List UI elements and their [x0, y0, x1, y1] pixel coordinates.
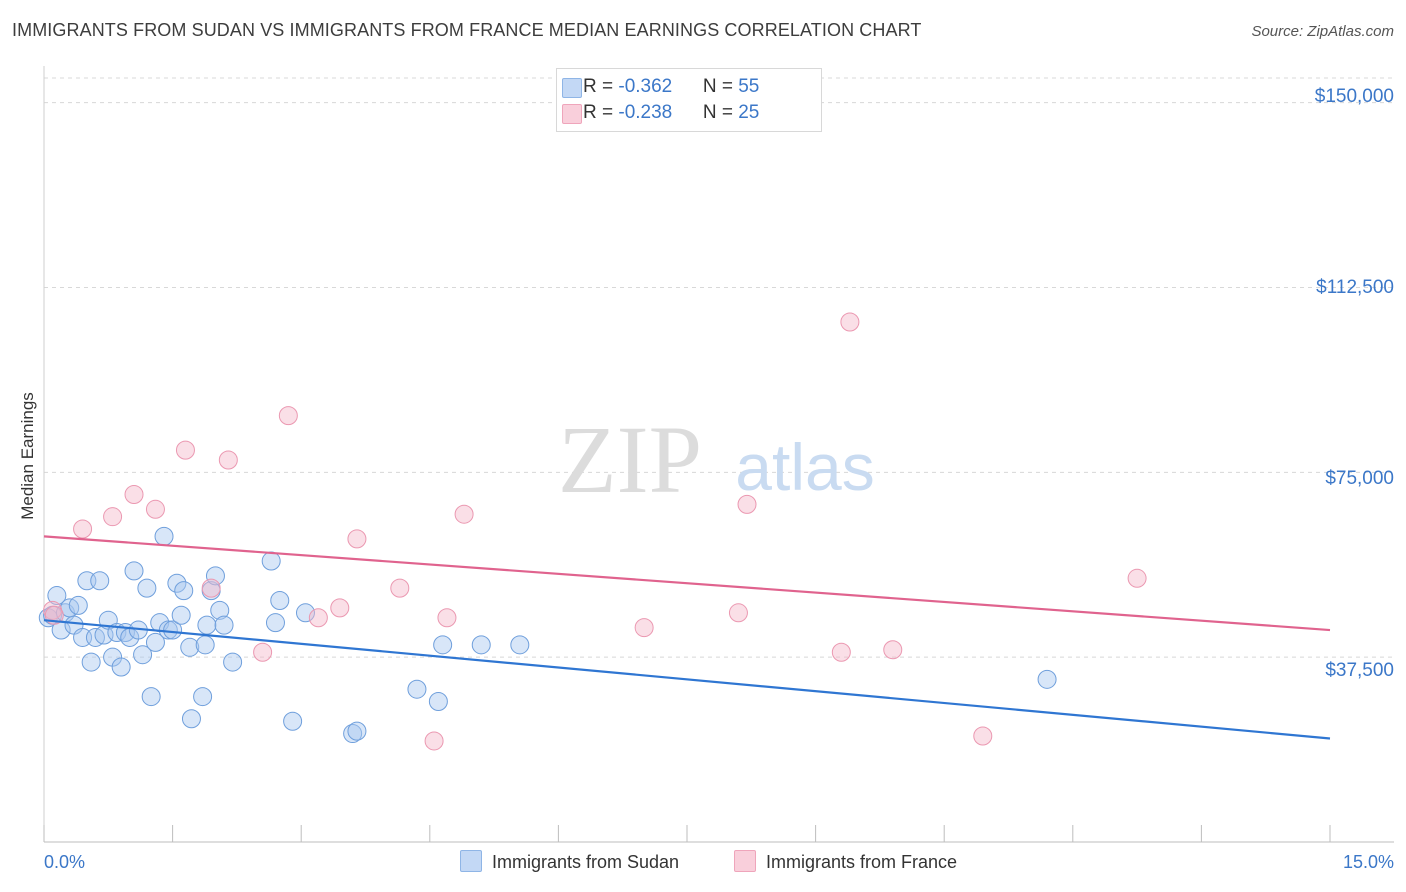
data-point	[195, 635, 215, 655]
data-point	[265, 613, 285, 633]
sudan-legend-swatch	[460, 850, 482, 872]
stats-legend-row-france: R = -0.238 N = 25	[562, 101, 760, 125]
data-point	[145, 632, 165, 652]
legend-label: Immigrants from France	[766, 852, 958, 872]
data-point	[180, 637, 200, 657]
trend-line-france	[43, 535, 1331, 632]
data-point	[261, 551, 281, 571]
data-point	[973, 726, 993, 746]
chart-title: IMMIGRANTS FROM SUDAN VS IMMIGRANTS FROM…	[12, 20, 922, 40]
data-point	[171, 605, 191, 625]
legend-item-sudan[interactable]: Immigrants from Sudan	[460, 850, 679, 873]
data-point	[471, 635, 491, 655]
data-point	[167, 573, 187, 593]
data-point	[111, 657, 131, 677]
data-point	[201, 578, 221, 598]
trend-lines	[43, 535, 1331, 740]
r-value: -0.238	[618, 102, 673, 123]
data-point	[737, 494, 757, 514]
data-point	[124, 485, 144, 505]
x-tick-label-min: 0.0%	[44, 852, 86, 872]
data-point	[181, 709, 201, 729]
data-point	[454, 504, 474, 524]
data-point	[133, 645, 153, 665]
data-point	[68, 595, 88, 615]
data-point	[831, 642, 851, 662]
data-point	[433, 635, 453, 655]
n-label: N =	[702, 76, 739, 97]
data-point	[510, 635, 530, 655]
stats-legend: R = -0.362 N = 55 R = -0.238 N = 25	[556, 68, 822, 132]
data-point	[1037, 669, 1057, 689]
r-label: R =	[583, 76, 619, 97]
data-point	[141, 687, 161, 707]
data-point	[330, 598, 350, 618]
data-point	[634, 618, 654, 638]
data-point	[154, 526, 174, 546]
data-point	[103, 507, 123, 527]
data-point	[47, 586, 67, 606]
legend-label: Immigrants from Sudan	[492, 852, 680, 872]
data-point	[137, 578, 157, 598]
data-point	[193, 687, 213, 707]
x-axis	[43, 825, 1394, 843]
data-point	[1127, 568, 1147, 588]
data-point	[124, 561, 144, 581]
data-point	[174, 581, 194, 601]
data-point	[90, 571, 110, 591]
data-point	[81, 652, 101, 672]
data-point	[218, 450, 238, 470]
data-points	[38, 312, 1147, 751]
data-point	[390, 578, 410, 598]
data-point	[145, 499, 165, 519]
n-label: N =	[702, 102, 739, 123]
legend-item-france[interactable]: Immigrants from France	[734, 850, 957, 873]
r-label: R =	[583, 102, 619, 123]
n-value: 25	[738, 102, 760, 123]
data-point	[283, 711, 303, 731]
data-point	[197, 615, 217, 635]
data-point	[278, 406, 298, 426]
data-point	[210, 600, 230, 620]
x-tick-label-max: 15.0%	[1342, 852, 1394, 872]
sudan-swatch	[562, 78, 582, 98]
y-tick-label: $112,500	[1316, 277, 1394, 298]
france-swatch	[562, 104, 582, 124]
data-point	[883, 640, 903, 660]
data-point	[223, 652, 243, 672]
stats-legend-row-sudan: R = -0.362 N = 55	[562, 75, 760, 99]
data-point	[428, 692, 448, 712]
y-tick-label: $37,500	[1325, 660, 1394, 681]
n-value: 55	[738, 76, 760, 97]
data-point	[728, 603, 748, 623]
y-tick-label: $75,000	[1325, 468, 1394, 489]
data-point	[295, 603, 315, 623]
data-point	[840, 312, 860, 332]
r-value: -0.362	[618, 76, 673, 97]
data-point	[437, 608, 457, 628]
data-point	[73, 519, 93, 539]
data-point	[347, 529, 367, 549]
data-point	[424, 731, 444, 751]
watermark: ZIP atlas	[558, 406, 875, 513]
y-axis-label: Median Earnings	[18, 392, 37, 520]
watermark-zip: ZIP	[558, 406, 702, 513]
data-point	[253, 642, 273, 662]
watermark-atlas: atlas	[735, 430, 874, 504]
trend-line-sudan	[43, 619, 1331, 740]
y-tick-label: $150,000	[1314, 86, 1394, 107]
data-point	[270, 590, 290, 610]
data-point	[175, 440, 195, 460]
chart-source: Source: ZipAtlas.com	[1251, 23, 1394, 40]
data-point	[347, 721, 367, 741]
data-point	[205, 566, 225, 586]
data-point	[214, 615, 234, 635]
series-france-points	[43, 312, 1147, 751]
data-point	[308, 608, 328, 628]
data-point	[407, 679, 427, 699]
france-legend-swatch	[734, 850, 756, 872]
data-point	[163, 620, 183, 640]
series-sudan-points	[38, 526, 1057, 744]
